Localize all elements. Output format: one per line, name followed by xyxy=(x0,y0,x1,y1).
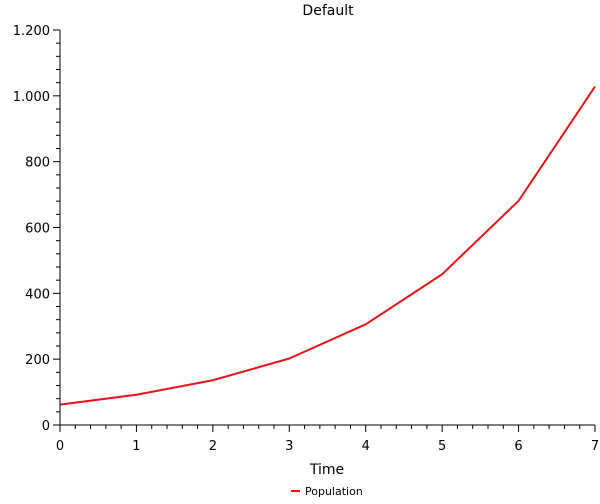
x-axis-label: Time xyxy=(309,462,344,478)
x-tick-label: 2 xyxy=(209,439,217,454)
legend: Population xyxy=(291,485,363,498)
x-tick-label: 7 xyxy=(591,439,599,454)
y-tick-label: 0 xyxy=(42,419,50,434)
y-axis-ticks: 0 200 400 600 800 1.000 1.200 xyxy=(13,24,60,434)
x-tick-label: 0 xyxy=(56,439,64,454)
y-tick-label: 1.200 xyxy=(13,24,50,39)
series-line-population xyxy=(60,87,595,405)
plot-area xyxy=(60,87,595,405)
x-axis-ticks: 0 1 2 3 4 5 6 7 xyxy=(56,425,599,454)
y-tick-label: 1.000 xyxy=(13,90,50,105)
legend-label-population: Population xyxy=(305,485,363,498)
y-tick-label: 400 xyxy=(25,287,50,302)
x-tick-label: 3 xyxy=(285,439,293,454)
x-tick-label: 4 xyxy=(362,439,370,454)
y-tick-label: 600 xyxy=(25,222,50,237)
x-tick-label: 6 xyxy=(514,439,522,454)
y-tick-label: 800 xyxy=(25,156,50,171)
x-tick-label: 1 xyxy=(132,439,140,454)
chart-title: Default xyxy=(302,3,354,19)
x-tick-label: 5 xyxy=(438,439,446,454)
y-tick-label: 200 xyxy=(25,353,50,368)
